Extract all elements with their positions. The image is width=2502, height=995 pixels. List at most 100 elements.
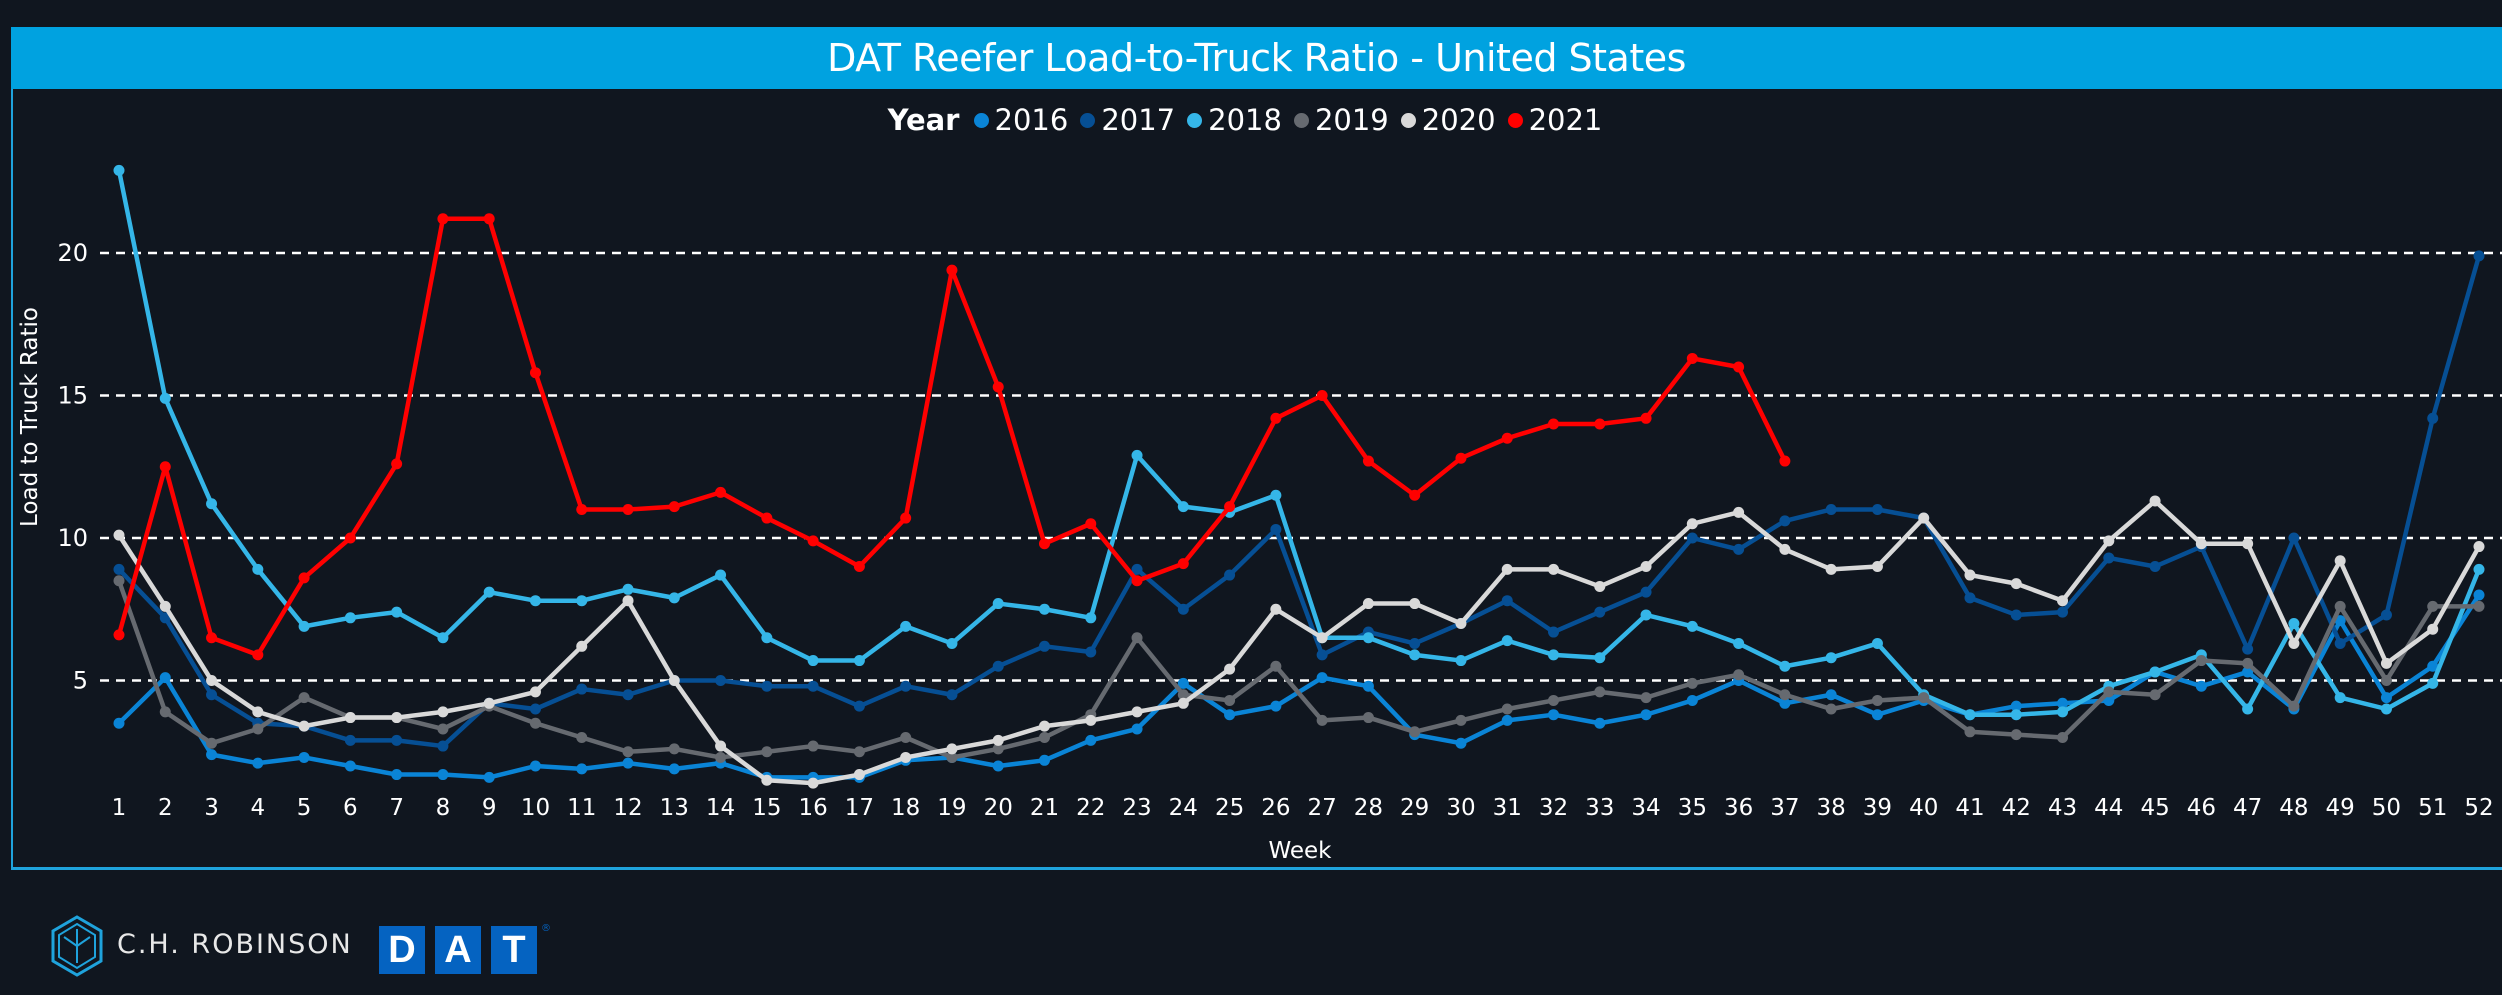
data-point-2021	[761, 512, 773, 524]
data-point-2020	[1409, 598, 1421, 610]
chart-frame	[11, 89, 2502, 870]
data-point-2018	[2149, 666, 2161, 678]
data-point-2018	[2473, 563, 2485, 575]
data-point-2021	[1409, 489, 1421, 501]
data-point-2017	[1825, 504, 1837, 515]
data-point-2017	[853, 700, 865, 712]
legend-label: 2017	[1101, 103, 1176, 137]
data-point-2020	[159, 600, 171, 612]
x-tick-label: 45	[2140, 795, 2169, 821]
data-point-2019	[1594, 686, 1606, 698]
y-tick-label: 5	[73, 667, 88, 695]
data-point-2016	[1825, 689, 1837, 701]
data-point-2017	[2288, 532, 2300, 544]
data-point-2017	[576, 683, 588, 695]
data-point-2021	[1038, 538, 1050, 550]
data-point-2021	[807, 535, 819, 547]
data-point-2020	[1455, 618, 1467, 629]
legend-item-2016[interactable]: 2016	[973, 103, 1068, 137]
legend-item-2020[interactable]: 2020	[1400, 103, 1496, 137]
data-point-2017	[2334, 637, 2346, 649]
legend-item-2021[interactable]: 2021	[1507, 103, 1603, 137]
data-point-2016	[437, 769, 449, 781]
data-point-2020	[715, 740, 727, 752]
legend-item-2018[interactable]: 2018	[1187, 103, 1282, 137]
data-point-2020	[2010, 578, 2022, 590]
data-point-2016	[2473, 589, 2485, 601]
data-point-2021	[1686, 352, 1698, 364]
data-point-2017	[1733, 543, 1745, 555]
data-point-2020	[2149, 495, 2161, 507]
data-point-2016	[252, 757, 264, 769]
data-point-2018	[1964, 709, 1976, 721]
dat-registered-mark: ®	[541, 923, 551, 934]
data-point-2019	[2103, 686, 2115, 698]
data-point-2020	[1871, 561, 1883, 572]
data-point-2016	[1038, 754, 1050, 766]
x-tick-label: 43	[2048, 795, 2077, 821]
data-point-2018	[1548, 649, 1560, 661]
ch-robinson-logo-icon	[51, 915, 103, 977]
data-point-2020	[437, 706, 449, 718]
y-tick-label: 15	[57, 382, 88, 410]
data-point-2021	[252, 649, 264, 661]
data-point-2018	[2334, 692, 2346, 704]
x-tick-label: 34	[1631, 795, 1660, 821]
data-point-2019	[761, 746, 773, 758]
legend-item-2019[interactable]: 2019	[1293, 103, 1389, 137]
data-point-2021	[1640, 412, 1652, 424]
data-point-2018	[437, 632, 449, 644]
data-point-2019	[1455, 714, 1467, 726]
data-point-2016	[1177, 677, 1189, 689]
data-point-2016	[1594, 717, 1606, 729]
data-point-2016	[1455, 737, 1467, 749]
data-point-2016	[622, 757, 634, 769]
data-point-2018	[992, 598, 1004, 610]
data-point-2016	[529, 760, 541, 772]
data-point-2018	[391, 606, 403, 618]
x-tick-label: 5	[297, 795, 312, 821]
x-tick-label: 50	[2372, 795, 2401, 821]
chart-title: DAT Reefer Load-to-Truck Ratio - United …	[827, 36, 1686, 80]
data-point-2017	[1964, 592, 1976, 604]
y-tick-label: 20	[57, 239, 88, 267]
data-point-2020	[1131, 706, 1143, 718]
data-point-2019	[113, 575, 125, 587]
data-point-2019	[992, 743, 1004, 755]
data-point-2017	[2103, 552, 2115, 564]
data-point-2018	[252, 563, 264, 575]
data-point-2019	[1733, 669, 1745, 681]
data-point-2019	[1918, 692, 1930, 704]
data-point-2020	[2057, 595, 2069, 607]
data-point-2016	[391, 769, 403, 781]
x-tick-label: 40	[1909, 795, 1938, 821]
data-point-2018	[2427, 677, 2439, 689]
legend-item-2017[interactable]: 2017	[1080, 103, 1175, 137]
data-point-2018	[2380, 703, 2392, 715]
data-point-2016	[1501, 714, 1513, 726]
data-point-2017	[946, 689, 958, 701]
data-point-2019	[668, 743, 680, 755]
x-tick-label: 51	[2418, 795, 2447, 821]
data-point-2018	[206, 498, 218, 510]
data-point-2020	[1594, 580, 1606, 592]
series-2018	[113, 164, 2485, 721]
data-point-2021	[900, 512, 912, 524]
data-point-2016	[1131, 723, 1143, 735]
data-point-2017	[529, 703, 541, 715]
data-point-2017	[622, 689, 634, 701]
x-tick-label: 7	[389, 795, 404, 821]
x-tick-label: 41	[1955, 795, 1984, 821]
data-point-2019	[437, 723, 449, 735]
legend-label: 2021	[1528, 103, 1603, 137]
x-tick-label: 26	[1261, 795, 1290, 821]
data-point-2016	[2057, 697, 2069, 709]
data-point-2019	[2380, 675, 2392, 686]
data-point-2017	[2010, 609, 2022, 621]
data-point-2018	[900, 620, 912, 632]
data-point-2018	[946, 637, 958, 649]
series-2019	[113, 575, 2485, 763]
data-point-2021	[1733, 361, 1745, 373]
data-point-2021	[529, 367, 541, 379]
data-point-2021	[1594, 418, 1606, 430]
